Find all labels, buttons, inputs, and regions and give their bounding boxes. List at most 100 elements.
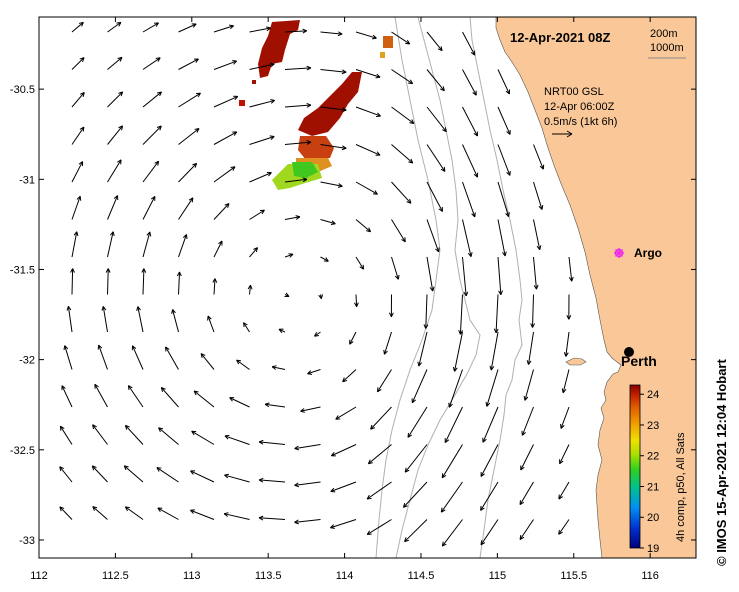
current-arrow: [249, 247, 258, 258]
current-arrow: [367, 444, 392, 465]
current-arrow: [533, 144, 545, 170]
current-arrow: [493, 294, 499, 334]
current-arrow: [349, 331, 357, 345]
current-arrow: [160, 387, 179, 408]
current-arrow: [97, 344, 108, 370]
credit-text: © IMOS 15-Apr-2021 12:04 Hobart: [714, 359, 729, 566]
current-arrow: [533, 219, 542, 251]
current-arrow: [71, 231, 79, 258]
current-arrow: [426, 69, 445, 92]
current-arrow: [59, 425, 73, 445]
current-arrow: [320, 69, 347, 75]
current-arrow: [452, 331, 463, 372]
perth-marker: [624, 347, 634, 357]
current-arrow: [107, 56, 123, 70]
current-arrow: [320, 256, 329, 262]
x-tick-label: 115: [489, 570, 507, 582]
current-arrow: [462, 219, 473, 257]
current-arrow: [123, 465, 144, 483]
current-arrow: [404, 519, 428, 543]
current-arrow: [249, 62, 275, 70]
current-arrow: [158, 427, 179, 445]
current-arrow: [294, 444, 321, 451]
current-arrow: [61, 385, 73, 408]
current-arrow: [391, 69, 414, 85]
current-arrow: [391, 219, 406, 243]
current-arrow: [402, 481, 428, 508]
current-arrow: [207, 315, 215, 333]
current-arrow: [462, 69, 477, 96]
x-tick-label: 116: [641, 570, 659, 582]
current-vector-field: [59, 21, 574, 547]
current-arrow: [142, 57, 161, 70]
current-arrow: [526, 331, 534, 365]
current-arrow: [568, 256, 574, 282]
current-arrow: [458, 294, 464, 335]
y-axis: -30.5 -31 -31.5 -32 -32.5 -33: [10, 84, 696, 547]
current-arrow: [165, 346, 179, 370]
current-arrow: [383, 331, 392, 355]
current-arrow: [370, 406, 392, 430]
y-tick-label: -33: [19, 535, 35, 547]
current-arrow: [71, 195, 82, 220]
current-arrow: [190, 509, 215, 520]
current-arrow: [426, 181, 443, 212]
colorbar-tick-label: 19: [647, 543, 659, 555]
y-tick-label: -32.5: [10, 445, 35, 457]
map-title: 12-Apr-2021 08Z: [510, 30, 610, 45]
current-arrow: [355, 31, 377, 40]
current-arrow: [264, 402, 286, 408]
current-arrow: [178, 58, 199, 70]
x-tick-label: 112.5: [102, 570, 129, 582]
current-arrow: [258, 439, 286, 445]
current-arrow: [131, 345, 144, 370]
current-arrow: [462, 181, 476, 218]
current-arrow: [284, 102, 312, 108]
current-arrow: [355, 256, 365, 270]
current-arrow: [530, 294, 536, 328]
current-arrow: [440, 481, 463, 513]
current-arrow: [66, 306, 73, 333]
current-time-label: 12-Apr 06:00Z: [544, 101, 615, 113]
current-arrow: [249, 135, 275, 145]
current-arrow: [258, 477, 286, 483]
current-arrow: [560, 406, 570, 429]
current-arrow: [107, 125, 124, 145]
current-arrow: [330, 519, 357, 529]
current-arrow: [224, 473, 250, 483]
current-arrow: [213, 240, 223, 258]
current-arrow: [124, 424, 144, 445]
current-arrow: [482, 406, 499, 443]
current-arrow: [441, 444, 463, 479]
perth-label: Perth: [621, 353, 657, 369]
colorbar: [629, 384, 641, 549]
current-arrow: [497, 106, 511, 135]
current-arrow: [448, 369, 463, 408]
current-arrow: [366, 481, 392, 500]
current-product-label: NRT00 GSL: [544, 86, 604, 98]
current-arrow: [107, 91, 124, 108]
current-arrow: [92, 506, 108, 520]
current-arrow: [224, 434, 250, 445]
x-axis: 112 112.5 113 113.5 114 114.5 115 115.5 116: [30, 17, 659, 582]
current-arrow: [366, 519, 392, 535]
current-arrow: [561, 369, 570, 394]
current-arrow: [105, 268, 111, 295]
current-arrow: [178, 234, 188, 258]
current-arrow: [284, 140, 312, 145]
current-arrow: [320, 31, 343, 37]
y-tick-label: -31: [19, 174, 35, 186]
current-arrow: [178, 162, 198, 183]
current-arrow: [426, 219, 440, 253]
current-arrow: [307, 369, 321, 375]
current-arrow: [558, 481, 570, 500]
current-arrow: [124, 506, 144, 520]
current-arrow: [278, 328, 286, 334]
current-arrow: [178, 23, 197, 33]
current-arrow: [142, 22, 159, 33]
current-arrow: [142, 195, 156, 220]
current-arrow: [388, 294, 394, 318]
current-arrow: [354, 294, 359, 307]
current-arrow: [462, 31, 476, 56]
